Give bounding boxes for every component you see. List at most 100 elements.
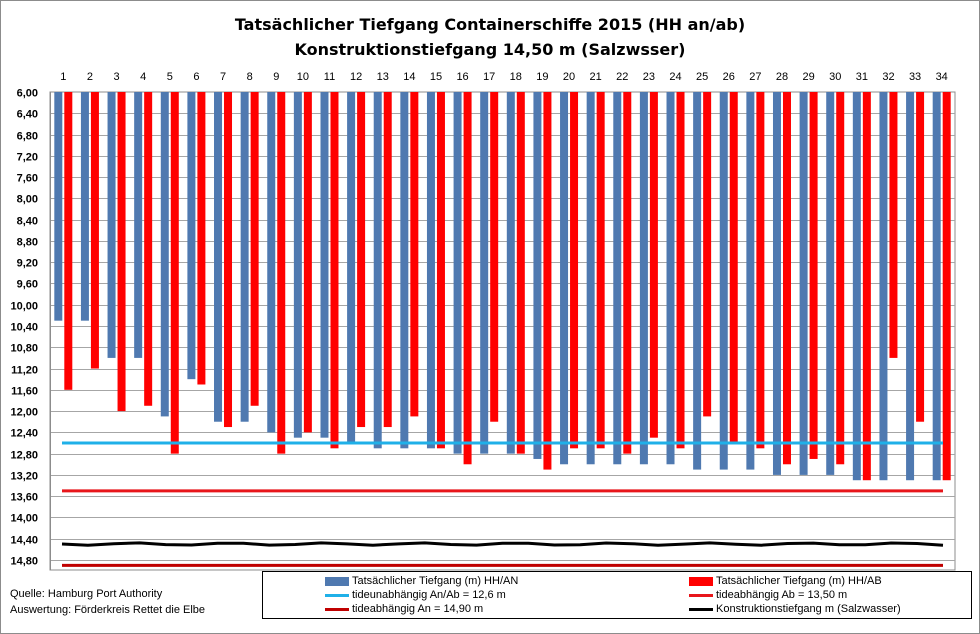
- bar-hh-an: [693, 92, 702, 470]
- x-tick-label: 5: [167, 71, 173, 83]
- x-tick-label: 10: [297, 71, 309, 83]
- x-tick-label: 28: [776, 71, 788, 83]
- bar-hh-ab: [224, 92, 233, 428]
- legend-label-konstruktionstiefgang: Konstruktionstiefgang m (Salzwasser): [716, 603, 901, 615]
- bar-hh-an: [719, 92, 728, 470]
- x-tick-label: 24: [669, 71, 681, 83]
- bar-hh-an: [613, 92, 622, 465]
- bar-hh-an: [400, 92, 409, 449]
- ref-line-konstruktionstiefgang: [61, 541, 944, 547]
- y-tick-label: 6,40: [17, 109, 38, 121]
- x-tick-label: 33: [909, 71, 921, 83]
- legend-swatch-tideunabhaengig: [325, 593, 349, 597]
- bar-hh-ab: [516, 92, 525, 454]
- y-tick-label: 8,40: [17, 216, 38, 228]
- bar-hh-ab: [277, 92, 286, 454]
- bar-hh-ab: [543, 92, 552, 470]
- bar-hh-ab: [144, 92, 153, 406]
- x-tick-label: 17: [483, 71, 495, 83]
- x-tick-label: 6: [193, 71, 199, 83]
- bar-hh-an: [533, 92, 542, 459]
- x-tick-label: 22: [616, 71, 628, 83]
- y-tick-label: 13,20: [10, 471, 38, 483]
- bar-hh-ab: [383, 92, 392, 428]
- bar-hh-an: [826, 92, 835, 475]
- legend-label-ab: Tatsächlicher Tiefgang (m) HH/AB: [716, 575, 882, 587]
- x-tick-label: 3: [113, 71, 119, 83]
- bar-hh-an: [506, 92, 515, 454]
- analysis-line: Auswertung: Förderkreis Rettet die Elbe: [10, 604, 206, 616]
- bar-hh-an: [426, 92, 435, 449]
- y-tick-label: 12,40: [10, 428, 38, 440]
- y-tick-label: 7,20: [17, 152, 38, 164]
- bar-hh-an: [560, 92, 569, 465]
- bar-hh-an: [852, 92, 861, 481]
- x-tick-label: 31: [856, 71, 868, 83]
- chart-title: Tatsächlicher Tiefgang Containerschiffe …: [0, 12, 980, 62]
- x-tick-label: 25: [696, 71, 708, 83]
- legend-swatch-ab: [689, 576, 713, 586]
- bar-hh-an: [54, 92, 63, 321]
- bar-hh-ab: [436, 92, 445, 449]
- bar-hh-an: [879, 92, 888, 481]
- bar-hh-ab: [729, 92, 738, 443]
- bar-hh-an: [214, 92, 223, 422]
- bar-hh-ab: [410, 92, 419, 417]
- bar-hh-ab: [782, 92, 791, 465]
- legend-label-tideabhaengig-ab: tideabhängig Ab = 13,50 m: [716, 589, 848, 601]
- bar-hh-ab: [90, 92, 99, 369]
- legend-swatch-tideabhaengig-ab: [689, 593, 713, 597]
- y-tick-label: 8,80: [17, 237, 38, 249]
- y-tick-label: 8,00: [17, 194, 38, 206]
- source-note: Quelle: Hamburg Port Authority Auswertun…: [10, 586, 205, 618]
- bar-hh-ab: [756, 92, 765, 449]
- x-tick-label: 32: [882, 71, 894, 83]
- x-tick-label: 20: [563, 71, 575, 83]
- x-tick-label: 13: [377, 71, 389, 83]
- y-tick-label: 10,00: [10, 301, 38, 313]
- bar-hh-an: [134, 92, 143, 358]
- bar-hh-ab: [64, 92, 73, 390]
- y-tick-label: 13,60: [10, 492, 38, 504]
- chart-title-line2: Konstruktionstiefgang 14,50 m (Salzwsser…: [294, 40, 686, 59]
- x-tick-label: 26: [723, 71, 735, 83]
- y-tick-label: 10,80: [10, 343, 38, 355]
- y-tick-label: 14,40: [10, 535, 38, 547]
- legend-item-an: Tatsächlicher Tiefgang (m) HH/AN: [325, 575, 518, 587]
- y-tick-label: 6,80: [17, 131, 38, 143]
- x-tick-label: 18: [510, 71, 522, 83]
- y-tick-label: 14,80: [10, 556, 38, 568]
- bar-hh-ab: [862, 92, 871, 481]
- x-tick-label: 21: [590, 71, 602, 83]
- x-tick-label: 9: [273, 71, 279, 83]
- bar-hh-ab: [596, 92, 605, 449]
- bar-hh-an: [320, 92, 329, 438]
- x-tick-label: 16: [456, 71, 468, 83]
- x-tick-label: 19: [536, 71, 548, 83]
- x-tick-label: 8: [247, 71, 253, 83]
- legend-item-konstruktionstiefgang: Konstruktionstiefgang m (Salzwasser): [689, 603, 901, 615]
- bar-hh-an: [480, 92, 489, 454]
- bar-hh-ab: [703, 92, 712, 417]
- y-tick-label: 9,60: [17, 279, 38, 291]
- bar-hh-an: [160, 92, 169, 417]
- legend-item-ab: Tatsächlicher Tiefgang (m) HH/AB: [689, 575, 882, 587]
- x-tick-label: 14: [403, 71, 415, 83]
- bar-hh-ab: [250, 92, 259, 406]
- x-tick-label: 27: [749, 71, 761, 83]
- y-tick-label: 12,00: [10, 407, 38, 419]
- bar-hh-ab: [623, 92, 632, 454]
- bar-hh-ab: [649, 92, 658, 438]
- bar-hh-ab: [570, 92, 579, 449]
- bar-hh-ab: [170, 92, 179, 454]
- x-tick-label: 23: [643, 71, 655, 83]
- bar-hh-an: [240, 92, 249, 422]
- bar-hh-an: [746, 92, 755, 470]
- bar-hh-ab: [836, 92, 845, 465]
- bar-hh-an: [799, 92, 808, 475]
- bar-hh-an: [373, 92, 382, 449]
- bar-hh-ab: [889, 92, 898, 358]
- legend-item-tideabhaengig-ab: tideabhängig Ab = 13,50 m: [689, 589, 847, 601]
- plot-area: [49, 91, 956, 571]
